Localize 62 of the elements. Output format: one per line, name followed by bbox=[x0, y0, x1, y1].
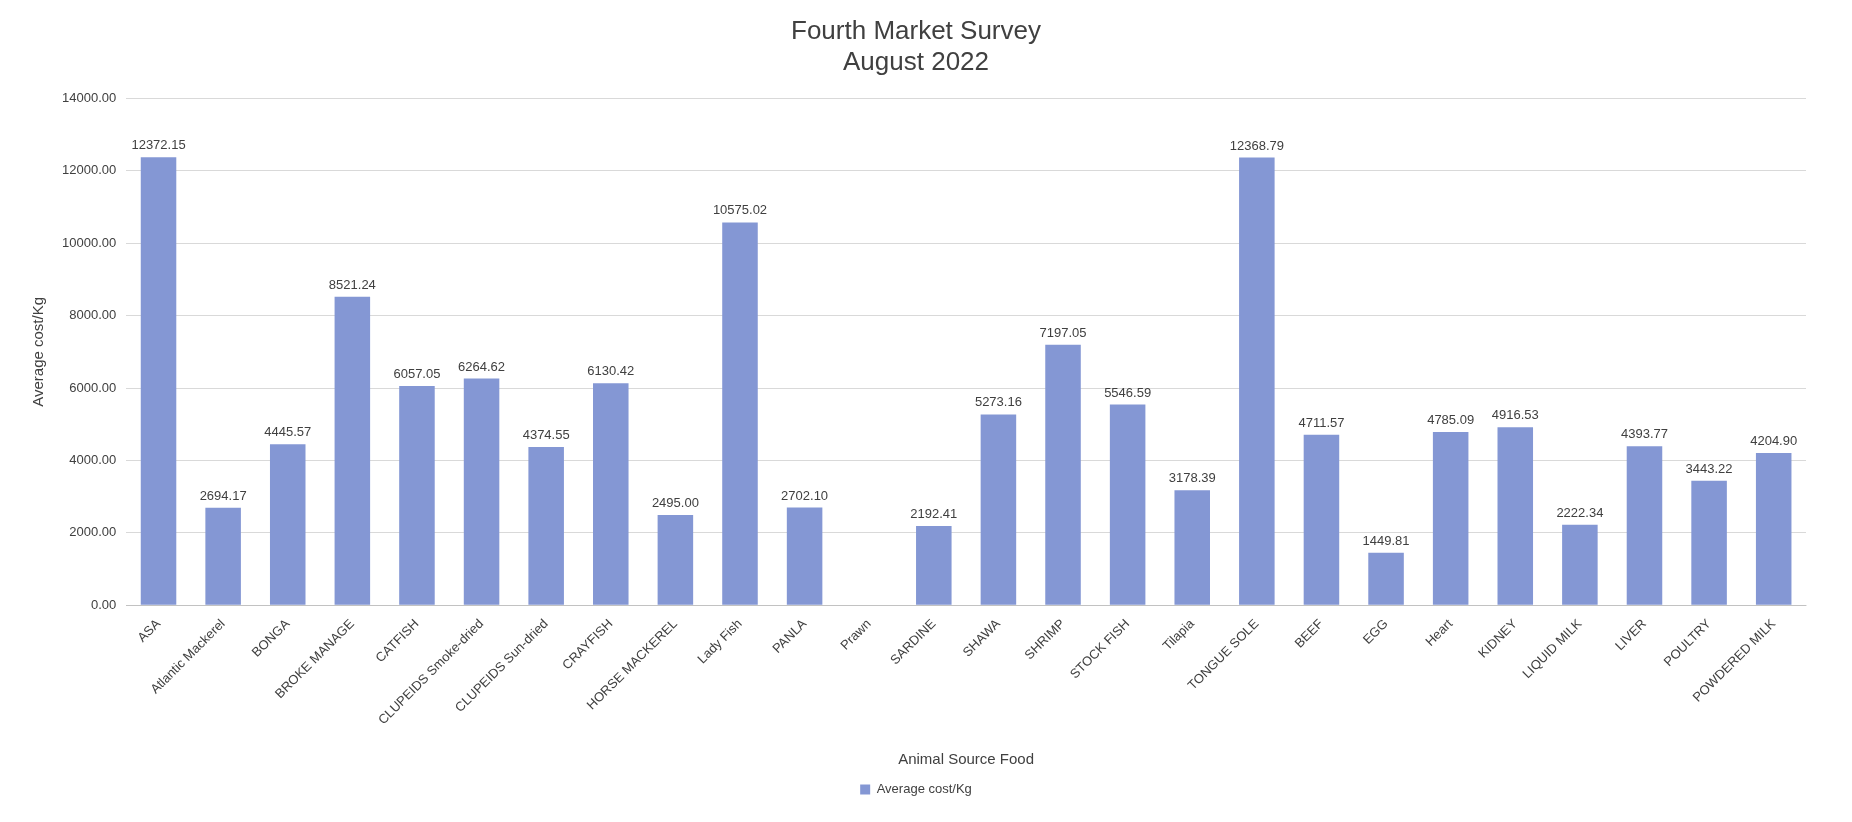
data-label: 12368.79 bbox=[1229, 137, 1284, 153]
data-label: 1449.81 bbox=[1362, 532, 1410, 548]
bar bbox=[1239, 157, 1275, 605]
bar bbox=[1626, 446, 1663, 605]
data-label: 4711.57 bbox=[1298, 414, 1345, 430]
data-label: 3178.39 bbox=[1168, 470, 1216, 486]
bar bbox=[1109, 404, 1146, 605]
bar bbox=[1368, 552, 1404, 605]
data-label: 4204.90 bbox=[1750, 433, 1798, 449]
data-label: 5546.59 bbox=[1104, 384, 1152, 400]
y-tick-label: 4000.00 bbox=[69, 452, 117, 468]
y-tick-label: 10000.00 bbox=[61, 234, 117, 250]
data-label: 8521.24 bbox=[328, 276, 376, 292]
y-tick-label: 0.00 bbox=[90, 596, 117, 612]
bar bbox=[1562, 524, 1598, 605]
bar bbox=[1432, 432, 1469, 605]
data-label: 4916.53 bbox=[1491, 407, 1539, 423]
data-label: 4445.57 bbox=[264, 424, 312, 440]
data-label: 7197.05 bbox=[1039, 324, 1087, 340]
data-label: 4393.77 bbox=[1620, 426, 1668, 442]
y-tick-label: 14000.00 bbox=[61, 89, 117, 105]
data-label: 12372.15 bbox=[131, 137, 186, 153]
data-label: 6264.62 bbox=[458, 358, 506, 374]
chart-title: Fourth Market Survey August 2022 bbox=[791, 14, 1041, 76]
bar bbox=[140, 157, 177, 605]
bar bbox=[980, 414, 1017, 605]
y-tick-label: 2000.00 bbox=[69, 524, 117, 540]
bar bbox=[1691, 480, 1727, 605]
data-label: 4785.09 bbox=[1427, 412, 1475, 428]
bar bbox=[463, 378, 500, 605]
bar bbox=[1045, 344, 1081, 605]
y-axis-title: Average cost/Kg bbox=[29, 296, 47, 407]
bar bbox=[334, 296, 371, 605]
data-label: 2694.17 bbox=[199, 487, 247, 503]
bar bbox=[593, 383, 629, 605]
data-label: 5273.16 bbox=[974, 394, 1022, 410]
bar bbox=[786, 507, 823, 605]
bar bbox=[205, 507, 241, 605]
bar bbox=[399, 386, 435, 605]
data-label: 2702.10 bbox=[781, 487, 829, 503]
y-tick-label: 12000.00 bbox=[61, 162, 117, 178]
data-label: 3443.22 bbox=[1685, 460, 1733, 476]
bar bbox=[1497, 427, 1534, 605]
bar bbox=[1303, 434, 1340, 605]
bar bbox=[528, 446, 564, 605]
y-tick-label: 6000.00 bbox=[69, 379, 117, 395]
data-label: 10575.02 bbox=[712, 202, 768, 218]
bar bbox=[722, 222, 758, 605]
data-label: 4374.55 bbox=[522, 427, 570, 443]
data-label: 2192.41 bbox=[910, 506, 958, 522]
data-label: 6057.05 bbox=[393, 366, 441, 382]
bar bbox=[657, 514, 694, 605]
bar bbox=[916, 525, 952, 605]
legend-label: Average cost/Kg bbox=[876, 781, 972, 797]
bar bbox=[269, 444, 306, 605]
x-axis-title: Animal Source Food bbox=[898, 750, 1035, 768]
bar bbox=[1174, 490, 1210, 605]
bar bbox=[1755, 453, 1792, 605]
data-label: 2495.00 bbox=[651, 495, 699, 511]
data-label: 2222.34 bbox=[1556, 504, 1604, 520]
y-tick-label: 8000.00 bbox=[69, 307, 117, 323]
data-label: 6130.42 bbox=[587, 363, 635, 379]
